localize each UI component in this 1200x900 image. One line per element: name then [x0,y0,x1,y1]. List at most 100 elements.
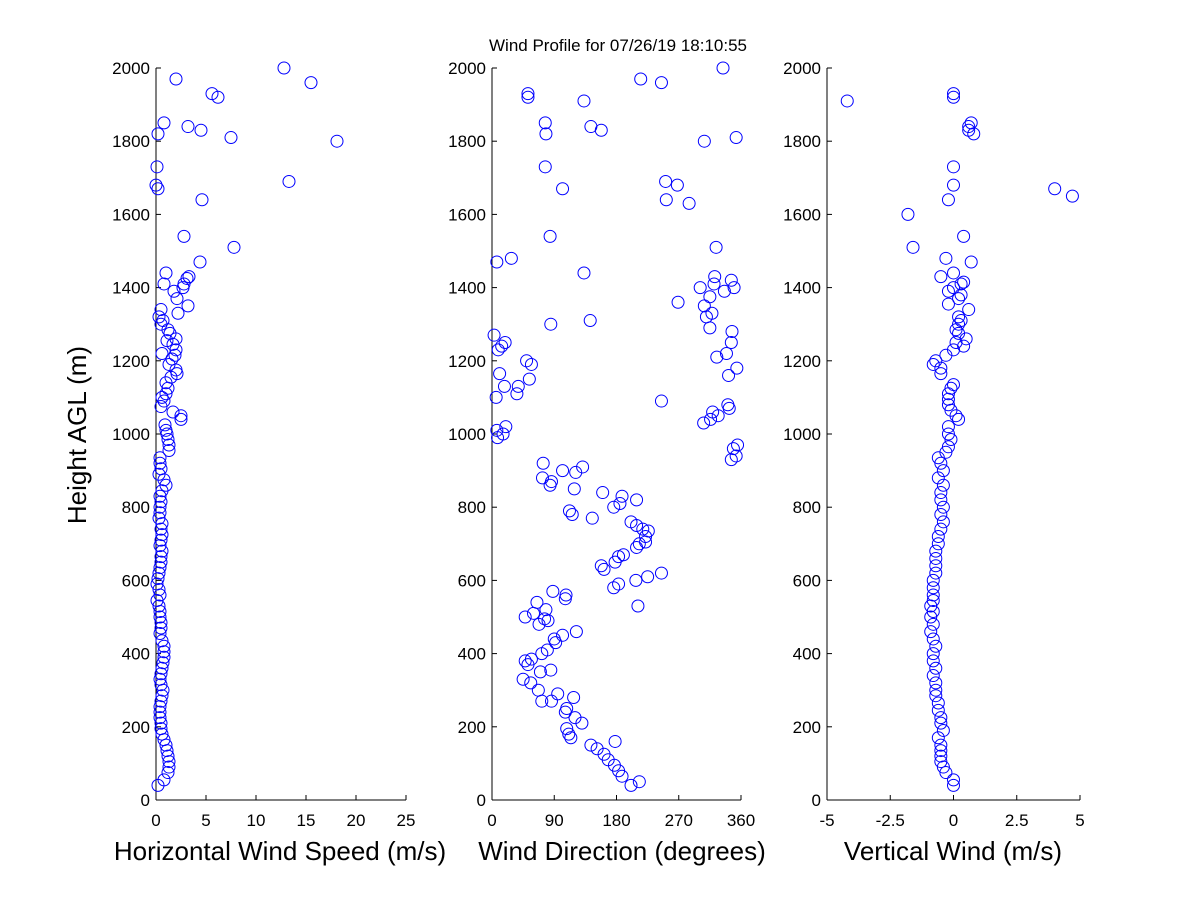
y-tick-label: 1400 [448,279,486,298]
data-point [934,744,948,758]
data-point [716,61,730,75]
data-point [551,687,565,701]
x-tick-label: 5 [1075,811,1084,830]
data-point [725,325,739,339]
data-point [504,251,518,265]
data-point [724,273,738,287]
data-point [544,694,558,708]
data-point [154,555,168,569]
data-point [632,775,646,789]
y-tick-label: 400 [793,645,821,664]
data-point [941,297,955,311]
data-point [560,722,574,736]
y-tick-label: 600 [458,571,486,590]
y-tick-label: 2000 [112,59,150,78]
y-tick-label: 1600 [783,205,821,224]
y-tick-label: 800 [122,498,150,517]
data-point [162,443,176,457]
data-point [964,255,978,269]
data-point [495,339,509,353]
data-point [556,464,570,478]
data-point [941,392,955,406]
data-point [154,550,168,564]
data-point [584,738,598,752]
x-tick-label: 360 [727,811,755,830]
data-point [613,497,627,511]
y-tick-label: 0 [477,791,486,810]
data-point [167,284,181,298]
data-point [934,361,948,375]
data-point [709,240,723,254]
x-tick-label: 180 [602,811,630,830]
data-point [636,522,650,536]
x-tick-label: 90 [545,811,564,830]
data-point [153,705,167,719]
y-tick-label: 200 [793,718,821,737]
y-tick-label: 1400 [112,279,150,298]
data-point [585,511,599,525]
data-point [159,478,173,492]
data-point [1048,182,1062,196]
data-point [577,266,591,280]
data-point [564,731,578,745]
data-point [522,372,536,386]
data-point [616,548,630,562]
data-point [717,284,731,298]
data-point [576,460,590,474]
data-point [154,678,168,692]
data-point [282,174,296,188]
data-point [152,310,166,324]
data-point [277,61,291,75]
data-point [729,131,743,145]
data-point [952,292,966,306]
y-tick-label: 1800 [448,132,486,151]
data-point [153,500,167,514]
data-point [154,615,168,629]
x-tick-label: 2.5 [1005,811,1029,830]
data-point [926,617,940,631]
data-point [546,584,560,598]
data-point [166,405,180,419]
data-point [153,700,167,714]
y-tick-label: 1600 [448,205,486,224]
data-point [607,500,621,514]
data-point [706,405,720,419]
data-point [562,504,576,518]
x-tick-label: 10 [247,811,266,830]
data-point [151,127,165,141]
data-point [654,394,668,408]
data-point [929,551,943,565]
data-point [730,361,744,375]
data-point [608,734,622,748]
data-point [162,760,176,774]
data-point [155,544,169,558]
data-point [491,431,505,445]
data-point [926,632,940,646]
y-tick-label: 1800 [783,132,821,151]
x-tick-label: 0 [151,811,160,830]
data-point [157,773,171,787]
data-point [936,478,950,492]
data-point [624,778,638,792]
data-point [524,357,538,371]
data-point [170,292,184,306]
data-point [518,654,532,668]
y-tick-label: 200 [458,718,486,737]
data-point [152,599,166,613]
data-point [934,367,948,381]
data-point [490,423,504,437]
data-point [524,652,538,666]
data-point [597,562,611,576]
panel-horizontal-wind-speed: Horizontal Wind Speed (m/s) 020040060080… [112,59,446,866]
data-point [615,489,629,503]
data-point [929,661,943,675]
data-point [162,438,176,452]
data-point [654,76,668,90]
data-point [931,696,945,710]
data-point [931,731,945,745]
data-point [724,453,738,467]
data-point [936,464,950,478]
x-tick-label: 270 [665,811,693,830]
data-point [954,277,968,291]
chart-title: Wind Profile for 07/26/19 18:10:55 [489,36,747,55]
